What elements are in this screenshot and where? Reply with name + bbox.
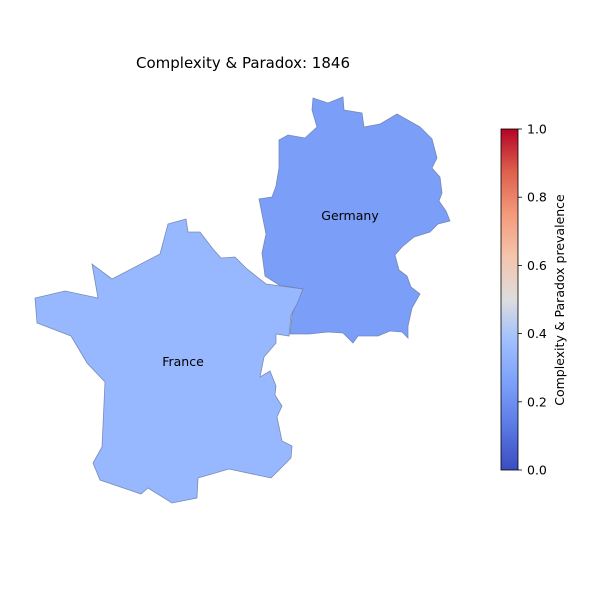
- colorbar-tick-label: 0.2: [527, 394, 547, 409]
- colorbar-label: Complexity & Paradox prevalence: [552, 194, 567, 406]
- colorbar-tick-label: 0.0: [527, 463, 547, 478]
- germany-region[interactable]: [258, 96, 451, 344]
- colorbar-tick-label: 0.8: [527, 190, 547, 205]
- germany-label: Germany: [321, 208, 379, 223]
- france-label: France: [162, 354, 204, 369]
- map-title: Complexity & Paradox: 1846: [136, 54, 350, 72]
- colorbar-tick-label: 1.0: [527, 122, 547, 137]
- colorbar-tick-label: 0.6: [527, 258, 547, 273]
- france-region[interactable]: [34, 218, 304, 504]
- colorbar-ticks: 0.0 0.2 0.4 0.6 0.8 1.0: [518, 122, 547, 478]
- colorbar: 0.0 0.2 0.4 0.6 0.8 1.0 Complexity & Paradox …: [500, 122, 567, 478]
- colorbar-gradient: [500, 128, 519, 471]
- colorbar-tick-label: 0.4: [527, 326, 547, 341]
